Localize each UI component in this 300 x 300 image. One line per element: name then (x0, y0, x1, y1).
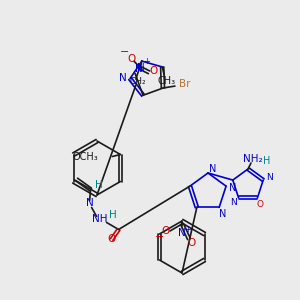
Text: OCH₃: OCH₃ (73, 152, 98, 161)
Text: N: N (119, 73, 127, 82)
Text: N: N (178, 228, 186, 238)
Text: H: H (263, 156, 271, 166)
Text: O: O (188, 238, 196, 248)
Text: Br: Br (179, 79, 191, 89)
Text: H: H (95, 179, 103, 190)
Text: O: O (127, 54, 135, 64)
Text: N: N (209, 164, 217, 174)
Text: −: − (155, 232, 165, 242)
Text: N: N (220, 209, 227, 219)
Text: O: O (162, 226, 170, 236)
Text: O: O (257, 200, 264, 209)
Text: +: + (184, 224, 191, 233)
Text: CH₂: CH₂ (130, 76, 146, 85)
Text: N: N (230, 183, 237, 193)
Text: +: + (144, 57, 151, 66)
Text: O: O (149, 66, 157, 76)
Text: N: N (135, 64, 143, 74)
Text: N: N (137, 63, 145, 73)
Text: NH: NH (92, 214, 107, 224)
Text: NH₂: NH₂ (243, 154, 263, 164)
Text: N: N (266, 172, 273, 182)
Text: N: N (86, 199, 94, 208)
Text: H: H (109, 209, 116, 220)
Text: O: O (107, 235, 116, 244)
Text: N: N (230, 198, 237, 207)
Text: −: − (119, 47, 129, 57)
Text: CH₃: CH₃ (157, 76, 175, 86)
